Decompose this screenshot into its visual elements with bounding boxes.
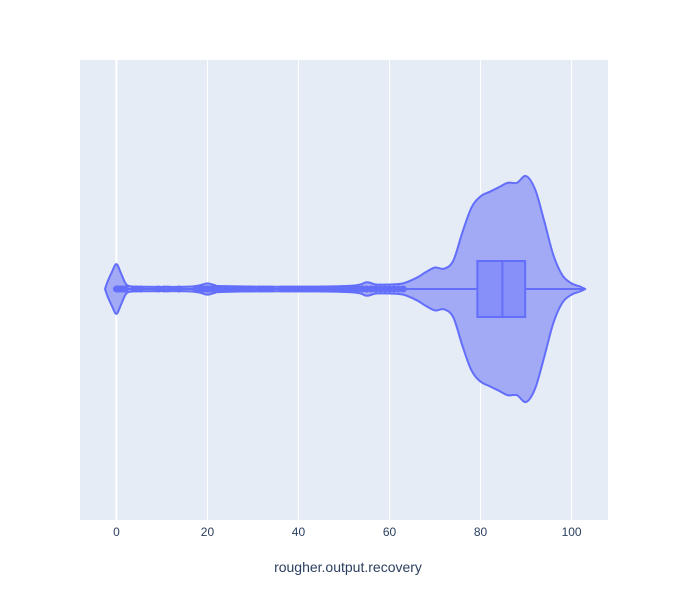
x-tick-label-40: 40 [292,525,306,539]
box-iqr-0 [476,260,527,318]
x-axis-title: rougher.output.recovery [274,559,422,575]
outlier-point [137,285,145,293]
outlier-point [154,285,162,293]
x-tick-label-60: 60 [383,525,397,539]
outlier-point [164,285,172,293]
outlier-point [267,285,275,293]
x-tick-label-100: 100 [562,525,582,539]
x-tick-label-80: 80 [474,525,488,539]
x-axis-ticks: 0 20 40 60 80 100 [113,525,582,539]
outlier-point [122,285,130,293]
outlier-point [175,285,183,293]
violin-layer [104,174,587,404]
outlier-point [249,285,257,293]
x-tick-label-20: 20 [201,525,215,539]
outlier-point [399,285,407,293]
x-tick-label-0: 0 [113,525,120,539]
